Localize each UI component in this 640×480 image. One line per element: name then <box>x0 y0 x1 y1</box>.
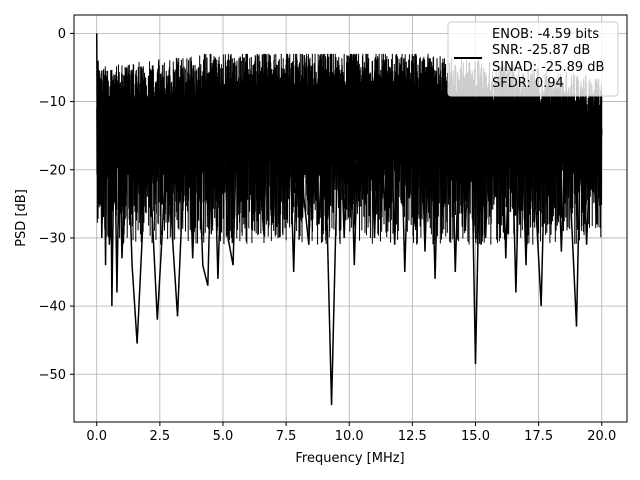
axes-frame <box>73 14 628 423</box>
y-tick-label: 0 <box>58 27 66 42</box>
x-tick-label: 20.0 <box>587 429 616 444</box>
y-tick-label: −20 <box>39 163 66 178</box>
legend-line-enob: ENOB: -4.59 bits <box>492 27 599 42</box>
x-tick-label: 17.5 <box>524 429 553 444</box>
y-axis-label: PSD [dB] <box>14 189 29 247</box>
y-tick-label: −50 <box>39 368 66 383</box>
legend: ENOB: -4.59 bits SNR: -25.87 dB SINAD: -… <box>447 21 619 97</box>
x-tick-label: 12.5 <box>398 429 427 444</box>
x-tick-label: 10.0 <box>335 429 364 444</box>
y-tick-label: −40 <box>39 300 66 315</box>
x-axis-label: Frequency [MHz] <box>295 451 404 466</box>
x-tick-label: 2.5 <box>150 429 171 444</box>
legend-line-snr: SNR: -25.87 dB <box>492 43 590 58</box>
legend-line-sinad: SINAD: -25.89 dB <box>492 60 604 75</box>
plot-area <box>95 33 603 405</box>
y-tick-label: −10 <box>39 95 66 110</box>
x-tick-label: 15.0 <box>461 429 490 444</box>
x-tick-label: 5.0 <box>213 429 234 444</box>
legend-box <box>447 21 619 97</box>
psd-series-line <box>95 33 603 405</box>
legend-line-sfdr: SFDR: 0.94 <box>492 76 564 91</box>
x-tick-label: 0.0 <box>86 429 107 444</box>
x-tick-label: 7.5 <box>276 429 297 444</box>
ticks: 0.0 2.5 5.0 7.5 10.0 12.5 15.0 17.5 20.0 0 −10 −20 −… <box>39 27 617 444</box>
y-tick-label: −30 <box>39 231 66 246</box>
